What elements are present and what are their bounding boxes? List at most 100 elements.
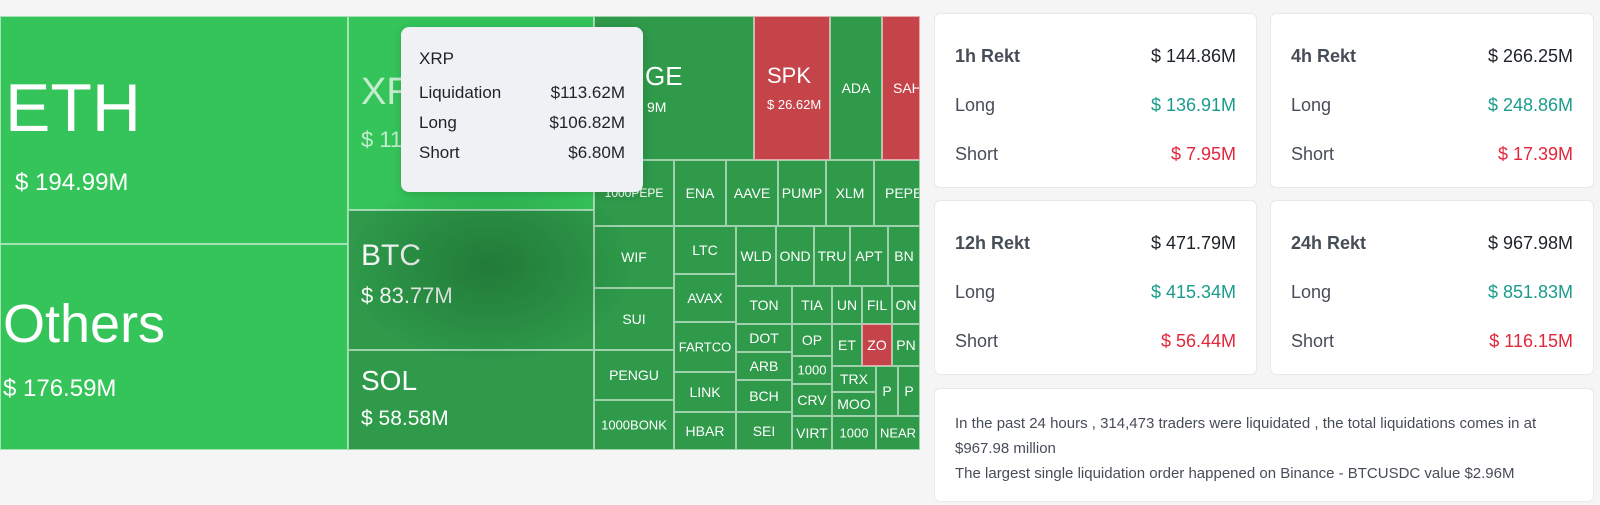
tile-symbol: BN (894, 248, 914, 264)
heatmap-tile-sei[interactable]: SEI (736, 412, 792, 450)
heatmap-tile-trx[interactable]: TRX (832, 366, 876, 392)
tile-symbol: MOO (837, 396, 871, 412)
heatmap-tile-dot[interactable]: DOT (736, 324, 792, 352)
tile-value: $ 83.77M (361, 283, 453, 308)
summary-line-1: In the past 24 hours , 314,473 traders w… (955, 415, 1537, 457)
heatmap-tooltip: XRP Liquidation $113.62M Long $106.82M S… (401, 27, 643, 192)
heatmap-tile-fil[interactable]: FIL (862, 286, 892, 324)
card-short-row: Short $ 17.39M (1291, 144, 1573, 165)
tile-symbol: 1000 (839, 425, 869, 441)
tile-symbol: ENA (685, 185, 715, 201)
tile-symbol: Others (3, 294, 166, 354)
heatmap-tile-ena[interactable]: ENA (674, 160, 726, 226)
tile-symbol: LTC (692, 242, 718, 258)
card-short-row: Short $ 7.95M (955, 144, 1236, 165)
tile-symbol: PUMP (781, 185, 823, 201)
tile-symbol: SEI (752, 423, 776, 439)
heatmap-tile-virt[interactable]: VIRT (792, 416, 832, 450)
heatmap-tile-wld[interactable]: WLD (736, 226, 776, 286)
card-title: 1h Rekt (955, 46, 1021, 66)
heatmap-tile-pump[interactable]: PUMP (778, 160, 826, 226)
heatmap-tile-xlm[interactable]: XLM (826, 160, 874, 226)
tile-symbol: 1000 (797, 362, 827, 378)
heatmap-tile-btc[interactable]: BTC $ 83.77M (348, 210, 594, 350)
heatmap-tile-fartco[interactable]: FARTCO (674, 322, 736, 372)
tile-symbol: TRU (817, 248, 847, 264)
heatmap-tile-on[interactable]: ON (892, 286, 920, 324)
short-value: $ 56.44M (1160, 331, 1236, 351)
heatmap-tile-tia[interactable]: TIA (792, 286, 832, 324)
heatmap-tile-aave[interactable]: AAVE (726, 160, 778, 226)
heatmap-tile-bch[interactable]: BCH (736, 380, 792, 412)
heatmap-tile-ltc[interactable]: LTC (674, 226, 736, 274)
long-label: Long (955, 282, 996, 302)
heatmap-tile-p-a[interactable]: P (876, 366, 898, 416)
card-short-row: Short $ 56.44M (955, 331, 1236, 352)
heatmap-tile-et[interactable]: ET (832, 324, 862, 366)
tile-symbol: FIL (866, 297, 888, 313)
heatmap-tile-moo[interactable]: MOO (832, 392, 876, 416)
card-total: $ 967.98M (1487, 233, 1573, 253)
card-long-row: Long $ 136.91M (955, 95, 1236, 116)
heatmap-tile-apt[interactable]: APT (850, 226, 888, 286)
heatmap-tile-spk[interactable]: SPK $ 26.62M (754, 16, 830, 160)
heatmap-tile-wif[interactable]: WIF (594, 226, 674, 288)
tile-symbol: CRV (797, 392, 827, 408)
heatmap-tile-sol[interactable]: SOL $ 58.58M (348, 350, 594, 450)
heatmap-tile-ada[interactable]: ADA (830, 16, 882, 160)
heatmap-tile-pengu[interactable]: PENGU (594, 350, 674, 400)
tile-value: $ 58.58M (361, 407, 449, 430)
heatmap-tile-crv[interactable]: CRV (792, 384, 832, 416)
heatmap-tile-eth[interactable]: ETH $ 194.99M (0, 16, 348, 244)
heatmap-tile-arb[interactable]: ARB (736, 352, 792, 380)
card-long-row: Long $ 415.34M (955, 282, 1236, 303)
heatmap-tile-others[interactable]: Others $ 176.59M (0, 244, 348, 450)
tooltip-label: Short (419, 143, 460, 162)
short-value: $ 7.95M (1170, 144, 1236, 164)
tile-value: $ 11 (361, 127, 403, 152)
card-header: 24h Rekt $ 967.98M (1291, 233, 1573, 254)
tile-symbol: ZO (867, 337, 887, 353)
tile-value: $ 194.99M (15, 169, 129, 196)
heatmap-tile-un[interactable]: UN (832, 286, 862, 324)
tile-value: $ 176.59M (3, 375, 117, 402)
heatmap-tile-op[interactable]: OP (792, 324, 832, 356)
tile-symbol: NEAR (879, 425, 917, 441)
heatmap-tile-pepe[interactable]: PEPE (874, 160, 920, 226)
short-label: Short (1291, 331, 1335, 351)
heatmap-tile-ton[interactable]: TON (736, 286, 792, 324)
heatmap-tile-bn[interactable]: BN (888, 226, 920, 286)
heatmap-tile-link[interactable]: LINK (674, 372, 736, 412)
tile-symbol: AAVE (733, 185, 771, 201)
tile-symbol: TRX (840, 371, 868, 387)
tile-symbol: BCH (749, 388, 779, 404)
heatmap-tile-sah[interactable]: SAH (882, 16, 920, 160)
tile-symbol: P (882, 383, 892, 399)
heatmap-tile-avax[interactable]: AVAX (674, 274, 736, 322)
tooltip-label: Liquidation (419, 83, 502, 102)
heatmap-tile-near[interactable]: NEAR (876, 416, 920, 450)
heatmap-tile-1000-a[interactable]: 1000 (792, 356, 832, 384)
heatmap-tile-1000-b[interactable]: 1000 (832, 416, 876, 450)
tile-symbol: GE (645, 61, 683, 91)
tooltip-row-short: Short $6.80M (419, 143, 625, 173)
tile-symbol: DOT (749, 330, 779, 346)
card-total: $ 144.86M (1150, 46, 1236, 66)
tile-symbol: WIF (621, 249, 647, 265)
tile-symbol: P (904, 383, 914, 399)
tooltip-row-liquidation: Liquidation $113.62M (419, 83, 625, 113)
heatmap-tile-pn[interactable]: PN (892, 324, 920, 366)
heatmap-tile-zo[interactable]: ZO (862, 324, 892, 366)
heatmap-tile-sui[interactable]: SUI (594, 288, 674, 350)
heatmap-tile-hbar[interactable]: HBAR (674, 412, 736, 450)
tile-symbol: TIA (801, 297, 823, 313)
card-header: 4h Rekt $ 266.25M (1291, 46, 1573, 67)
card-4h-rekt: 4h Rekt $ 266.25M Long $ 248.86M Short $… (1270, 13, 1594, 188)
short-label: Short (955, 331, 999, 351)
heatmap-tile-p-b[interactable]: P (898, 366, 920, 416)
tile-symbol: APT (855, 248, 883, 264)
heatmap-tile-1000bonk[interactable]: 1000BONK (594, 400, 674, 450)
heatmap-tile-tru[interactable]: TRU (814, 226, 850, 286)
heatmap-tile-ond[interactable]: OND (776, 226, 814, 286)
card-12h-rekt: 12h Rekt $ 471.79M Long $ 415.34M Short … (934, 200, 1257, 375)
